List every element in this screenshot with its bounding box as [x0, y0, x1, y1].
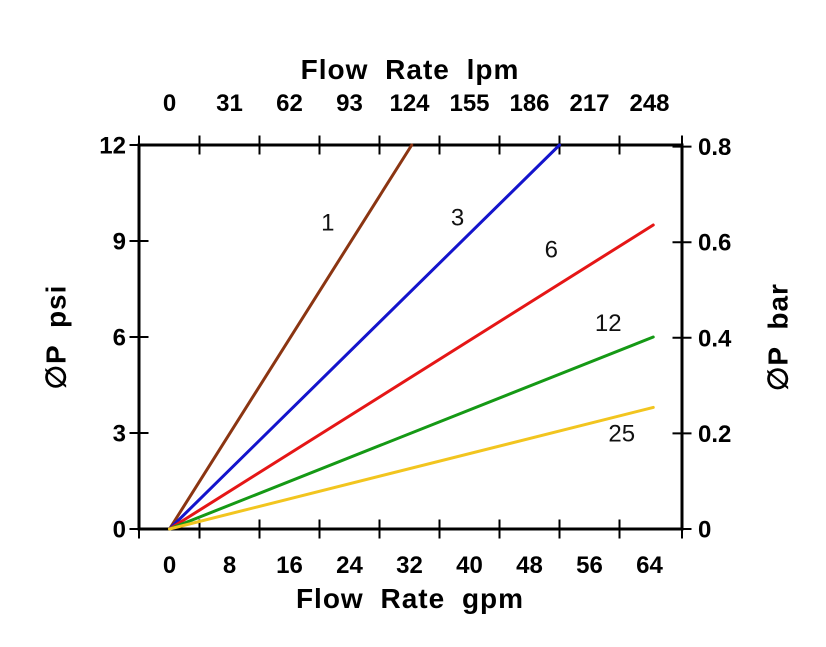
curve-label-12: 12: [595, 310, 622, 337]
curve-1: [168, 143, 414, 531]
curve-label-6: 6: [545, 237, 558, 264]
bottom-tick-label: 56: [576, 552, 603, 579]
curve-3: [168, 143, 561, 531]
top-tick-label: 248: [629, 90, 669, 117]
top-tick-label: 93: [336, 90, 363, 117]
top-tick-label: 217: [569, 90, 609, 117]
curve-label-3: 3: [451, 205, 464, 232]
curve-label-1: 1: [321, 209, 334, 236]
top-tick-label: 124: [389, 90, 430, 117]
right-tick-label: 0.8: [698, 134, 731, 161]
top-tick-label: 155: [449, 90, 489, 117]
curve-6: [168, 223, 655, 531]
top-tick-label: 186: [509, 90, 549, 117]
bottom-tick-label: 64: [636, 552, 663, 579]
right-tick-label: 0.2: [698, 421, 731, 448]
top-tick-label: 31: [216, 90, 243, 117]
curve-12: [168, 335, 655, 531]
top-tick-label: 62: [276, 90, 303, 117]
bottom-axis-title: Flow Rate gpm: [295, 583, 525, 614]
top-tick-label: 0: [163, 90, 176, 117]
bottom-tick-label: 16: [276, 552, 303, 579]
curve-25: [168, 405, 655, 531]
right-tick-label: 0: [698, 517, 711, 544]
curve-label-25: 25: [608, 421, 635, 448]
bottom-tick-label: 0: [163, 552, 176, 579]
right-tick-label: 0.6: [698, 230, 731, 257]
left-tick-label: 12: [99, 133, 126, 160]
left-tick-label: 3: [113, 421, 126, 448]
left-tick-label: 9: [113, 229, 126, 256]
bottom-tick-label: 8: [223, 552, 236, 579]
bottom-tick-label: 32: [396, 552, 423, 579]
bottom-tick-label: 48: [516, 552, 543, 579]
right-tick-label: 0.4: [698, 325, 732, 352]
bottom-tick-label: 40: [456, 552, 483, 579]
left-tick-label: 6: [113, 325, 126, 352]
left-tick-label: 0: [113, 517, 126, 544]
bottom-tick-label: 24: [336, 552, 363, 579]
top-axis-title: Flow Rate lpm: [300, 54, 520, 85]
